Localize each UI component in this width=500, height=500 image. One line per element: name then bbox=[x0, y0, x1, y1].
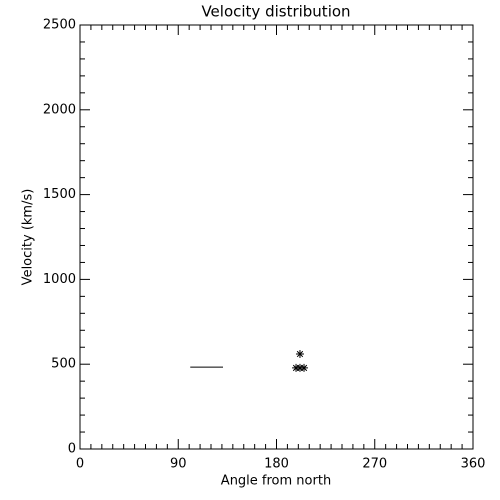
x-tick-label: 360 bbox=[461, 457, 486, 472]
y-tick-label: 500 bbox=[51, 357, 76, 372]
x-tick-label: 0 bbox=[76, 457, 84, 472]
y-tick-label: 2000 bbox=[43, 102, 76, 117]
x-tick-label: 180 bbox=[264, 457, 289, 472]
y-tick-label: 1500 bbox=[43, 187, 76, 202]
asterisk-marker bbox=[295, 350, 304, 359]
asterisk-marker bbox=[300, 363, 309, 372]
y-tick-label: 2500 bbox=[43, 18, 76, 33]
y-axis-label: Velocity (km/s) bbox=[21, 189, 36, 286]
y-tick-label: 1000 bbox=[43, 272, 76, 287]
x-tick-label: 270 bbox=[362, 457, 387, 472]
chart-title: Velocity distribution bbox=[201, 3, 350, 21]
x-axis-label: Angle from north bbox=[221, 474, 331, 489]
y-tick-label: 0 bbox=[68, 442, 76, 457]
x-tick-label: 90 bbox=[170, 457, 187, 472]
asterisk-marker bbox=[295, 363, 304, 372]
